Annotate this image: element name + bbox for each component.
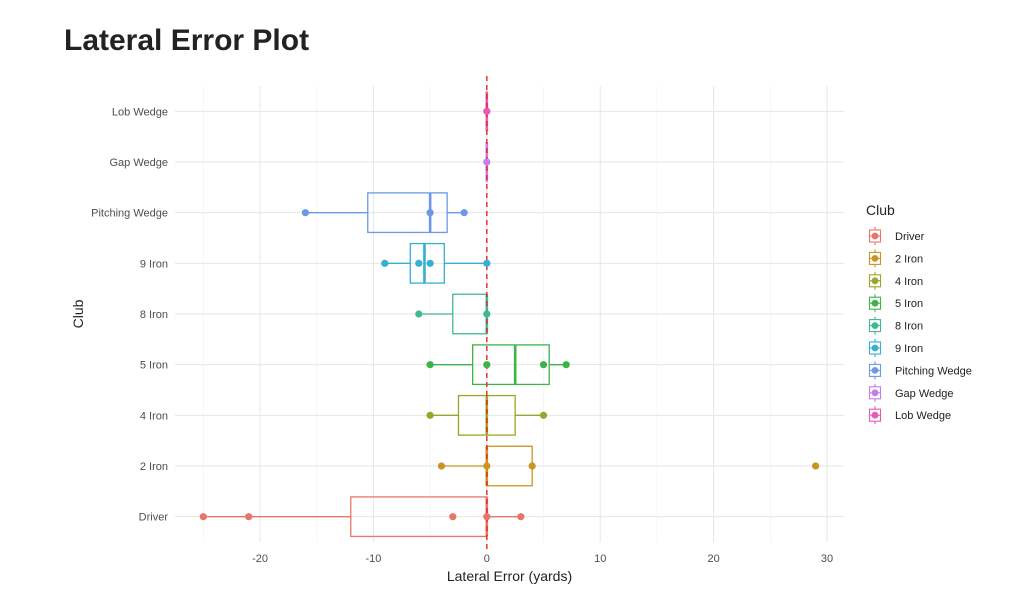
legend-label: Driver xyxy=(895,231,925,243)
legend-label: 8 Iron xyxy=(895,321,923,333)
data-point xyxy=(426,259,434,267)
x-axis-title: Lateral Error (yards) xyxy=(447,568,572,584)
y-tick-label: 4 Iron xyxy=(140,410,168,422)
data-point xyxy=(483,361,491,369)
legend-item: 2 Iron xyxy=(868,249,923,268)
legend-item: Gap Wedge xyxy=(868,383,954,402)
y-tick-label: Driver xyxy=(139,512,169,524)
chart-title: Lateral Error Plot xyxy=(64,24,310,57)
data-point xyxy=(528,462,536,470)
legend-label: 5 Iron xyxy=(895,298,923,310)
y-tick-label: 2 Iron xyxy=(140,461,168,473)
axis-layer: -20 -10 0 10 20 30 Driver 2 Iron 4 Iron 5 Iron 8 I… xyxy=(70,106,833,584)
data-point xyxy=(381,259,389,267)
legend-key-point xyxy=(871,322,879,329)
data-point xyxy=(415,310,423,318)
data-point xyxy=(812,462,820,470)
y-tick-label: Lob Wedge xyxy=(112,106,168,118)
legend-item: 5 Iron xyxy=(868,294,923,313)
legend-item: 4 Iron xyxy=(868,271,923,290)
data-point xyxy=(415,259,423,267)
legend-key-point xyxy=(871,389,879,397)
grid-layer xyxy=(175,86,844,542)
legend-key-point xyxy=(871,367,879,374)
y-tick-label: 5 Iron xyxy=(140,360,168,372)
legend-label: 4 Iron xyxy=(895,276,923,288)
y-tick-label: 9 Iron xyxy=(140,258,168,270)
data-point xyxy=(301,209,309,217)
box-5-iron xyxy=(471,344,550,386)
legend: Club Driver 2 Iron 4 Iron 5 Iron 8 Iron 9 Iron… xyxy=(866,202,972,425)
point-layer xyxy=(199,107,820,521)
x-tick-label: -10 xyxy=(365,553,381,565)
data-point xyxy=(539,411,548,419)
data-point xyxy=(426,361,434,369)
data-point xyxy=(449,513,457,521)
legend-item: 9 Iron xyxy=(868,339,923,357)
data-point xyxy=(517,513,525,521)
data-point xyxy=(483,310,491,318)
legend-label: Pitching Wedge xyxy=(895,365,972,377)
data-point xyxy=(483,513,491,521)
legend-label: Gap Wedge xyxy=(895,388,954,400)
y-tick-label: Pitching Wedge xyxy=(91,208,168,220)
data-point xyxy=(426,209,434,217)
box-pitching-wedge xyxy=(367,192,448,234)
legend-label: 2 Iron xyxy=(895,253,923,265)
x-tick-label: -20 xyxy=(252,553,268,565)
legend-item: Lob Wedge xyxy=(868,406,951,425)
legend-title: Club xyxy=(866,202,895,218)
data-point xyxy=(562,361,570,369)
legend-label: Lob Wedge xyxy=(895,410,951,422)
legend-item: 8 Iron xyxy=(868,316,923,335)
data-point xyxy=(437,462,446,470)
legend-key-point xyxy=(871,277,879,285)
legend-key-point xyxy=(871,299,879,307)
data-point xyxy=(460,209,468,217)
y-tick-label: 8 Iron xyxy=(140,309,168,321)
data-point xyxy=(483,259,491,267)
x-tick-label: 30 xyxy=(821,553,833,565)
data-point xyxy=(199,513,207,521)
legend-key-point xyxy=(871,344,879,352)
legend-item: Pitching Wedge xyxy=(868,361,972,380)
x-tick-label: 10 xyxy=(594,553,606,565)
legend-key-point xyxy=(871,255,879,262)
data-point xyxy=(483,107,491,115)
legend-key-point xyxy=(871,411,879,419)
legend-key-point xyxy=(871,232,879,240)
data-point xyxy=(539,361,548,369)
data-point xyxy=(245,513,253,521)
y-tick-label: Gap Wedge xyxy=(109,157,168,169)
legend-label: 9 Iron xyxy=(895,343,923,355)
data-point xyxy=(426,411,434,419)
y-axis-title: Club xyxy=(70,299,86,328)
data-point xyxy=(483,158,491,166)
x-tick-label: 0 xyxy=(484,553,490,565)
x-tick-label: 20 xyxy=(707,553,719,565)
data-point xyxy=(483,462,491,470)
legend-item: Driver xyxy=(868,227,925,245)
box-9-iron xyxy=(409,242,445,284)
